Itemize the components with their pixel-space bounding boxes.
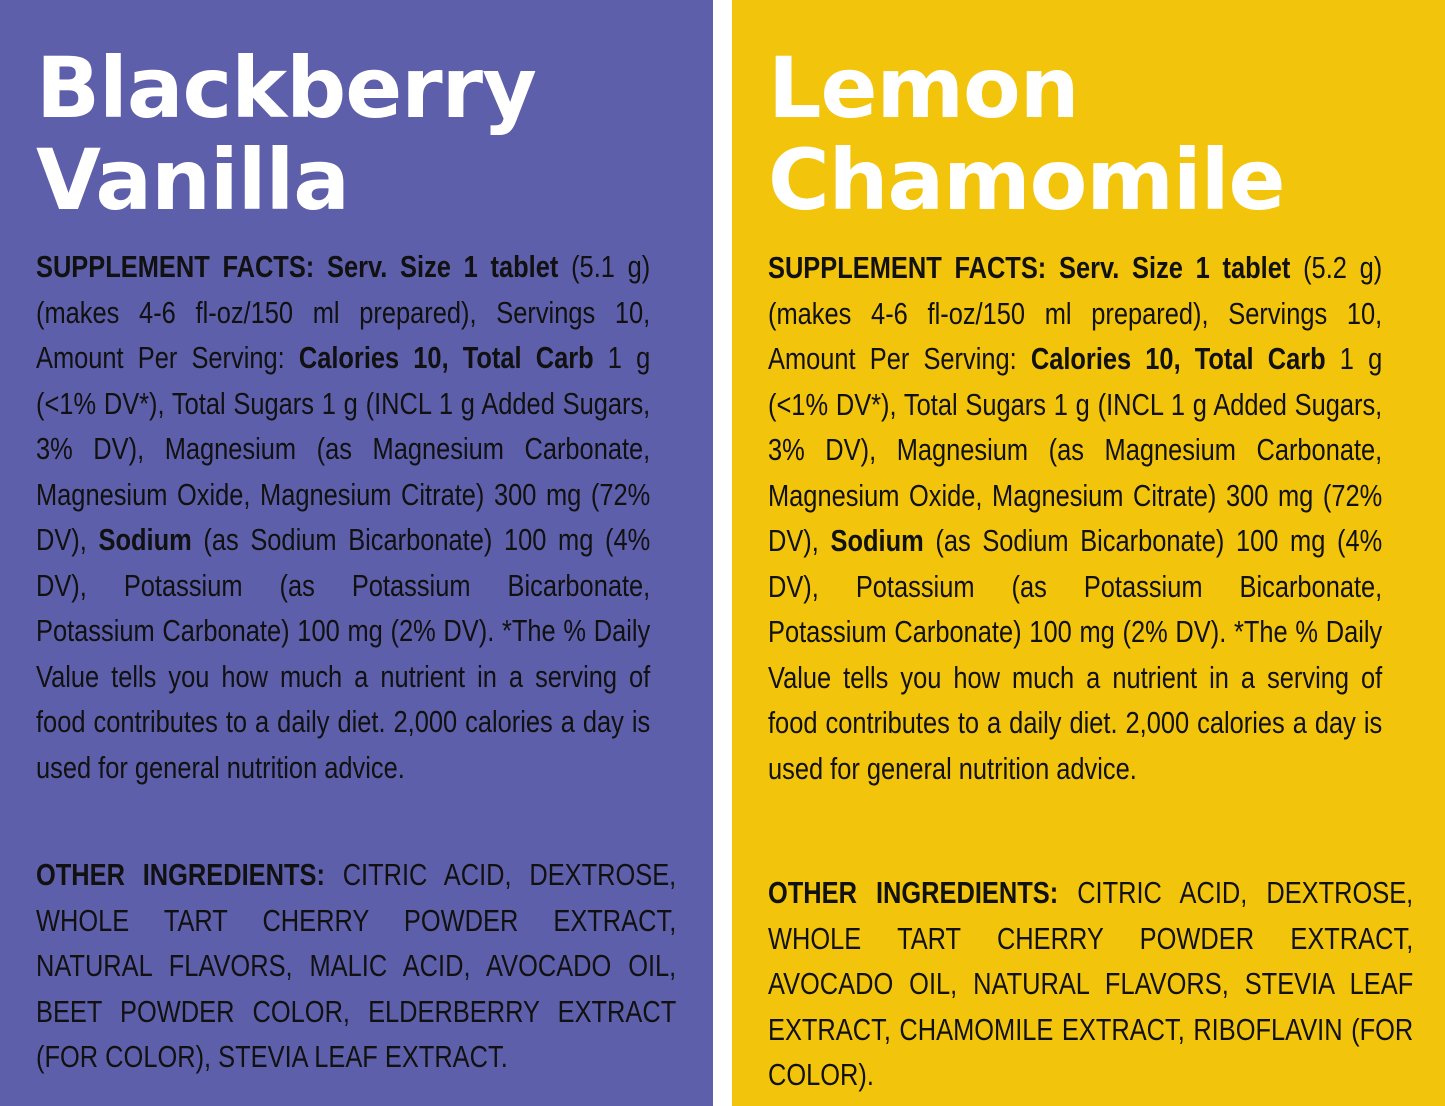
supplement-facts-label: SUPPLEMENT FACTS: [768,250,1047,285]
other-ingredients: OTHER INGREDIENTS: CITRIC ACID, DEXTROSE… [36,852,676,1080]
facts-text-1: (5.1 g) (makes 4-6 fl-oz/150 ml prepared… [36,249,651,375]
other-ingredients-label: OTHER INGREDIENTS: [768,875,1059,910]
calories-carb: Calories 10, Total Carb [1030,341,1326,376]
blackberry-vanilla-panel: Blackberry Vanilla SUPPLEMENT FACTS: Ser… [0,0,713,1106]
flavor-title-line2: Vanilla [36,131,350,229]
flavor-title: Blackberry Vanilla [36,39,537,229]
other-ingredients-text: CITRIC ACID, DEXTROSE, WHOLE TART CHERRY… [36,857,677,1074]
facts-text-3: (as Sodium Bicarbonate) 100 mg (4% DV), … [36,522,651,785]
supplement-facts: SUPPLEMENT FACTS: Serv. Size 1 tablet (5… [768,245,1382,791]
sodium-label: Sodium [98,522,192,557]
flavor-title-line1: Lemon [768,39,1080,137]
facts-text-2: 1 g (<1% DV*), Total Sugars 1 g (INCL 1 … [768,341,1383,558]
flavor-title-line2: Chamomile [768,131,1285,229]
other-ingredients-text: CITRIC ACID, DEXTROSE, WHOLE TART CHERRY… [768,875,1414,1092]
other-ingredients-label: OTHER INGREDIENTS: [36,857,325,892]
supplement-facts: SUPPLEMENT FACTS: Serv. Size 1 tablet (5… [36,244,650,790]
supplement-facts-label: SUPPLEMENT FACTS: [36,249,315,284]
calories-carb: Calories 10, Total Carb [298,340,594,375]
lemon-chamomile-panel: Lemon Chamomile SUPPLEMENT FACTS: Serv. … [732,0,1445,1106]
sodium-label: Sodium [830,523,924,558]
serving-size: Serv. Size 1 tablet [1059,250,1291,285]
flavor-title: Lemon Chamomile [768,39,1285,229]
facts-text-3: (as Sodium Bicarbonate) 100 mg (4% DV), … [768,523,1383,786]
serving-size: Serv. Size 1 tablet [327,249,559,284]
flavor-title-line1: Blackberry [36,39,537,137]
other-ingredients: OTHER INGREDIENTS: CITRIC ACID, DEXTROSE… [768,870,1413,1098]
facts-text-2: 1 g (<1% DV*), Total Sugars 1 g (INCL 1 … [36,340,651,557]
facts-text-1: (5.2 g) (makes 4-6 fl-oz/150 ml prepared… [768,250,1383,376]
